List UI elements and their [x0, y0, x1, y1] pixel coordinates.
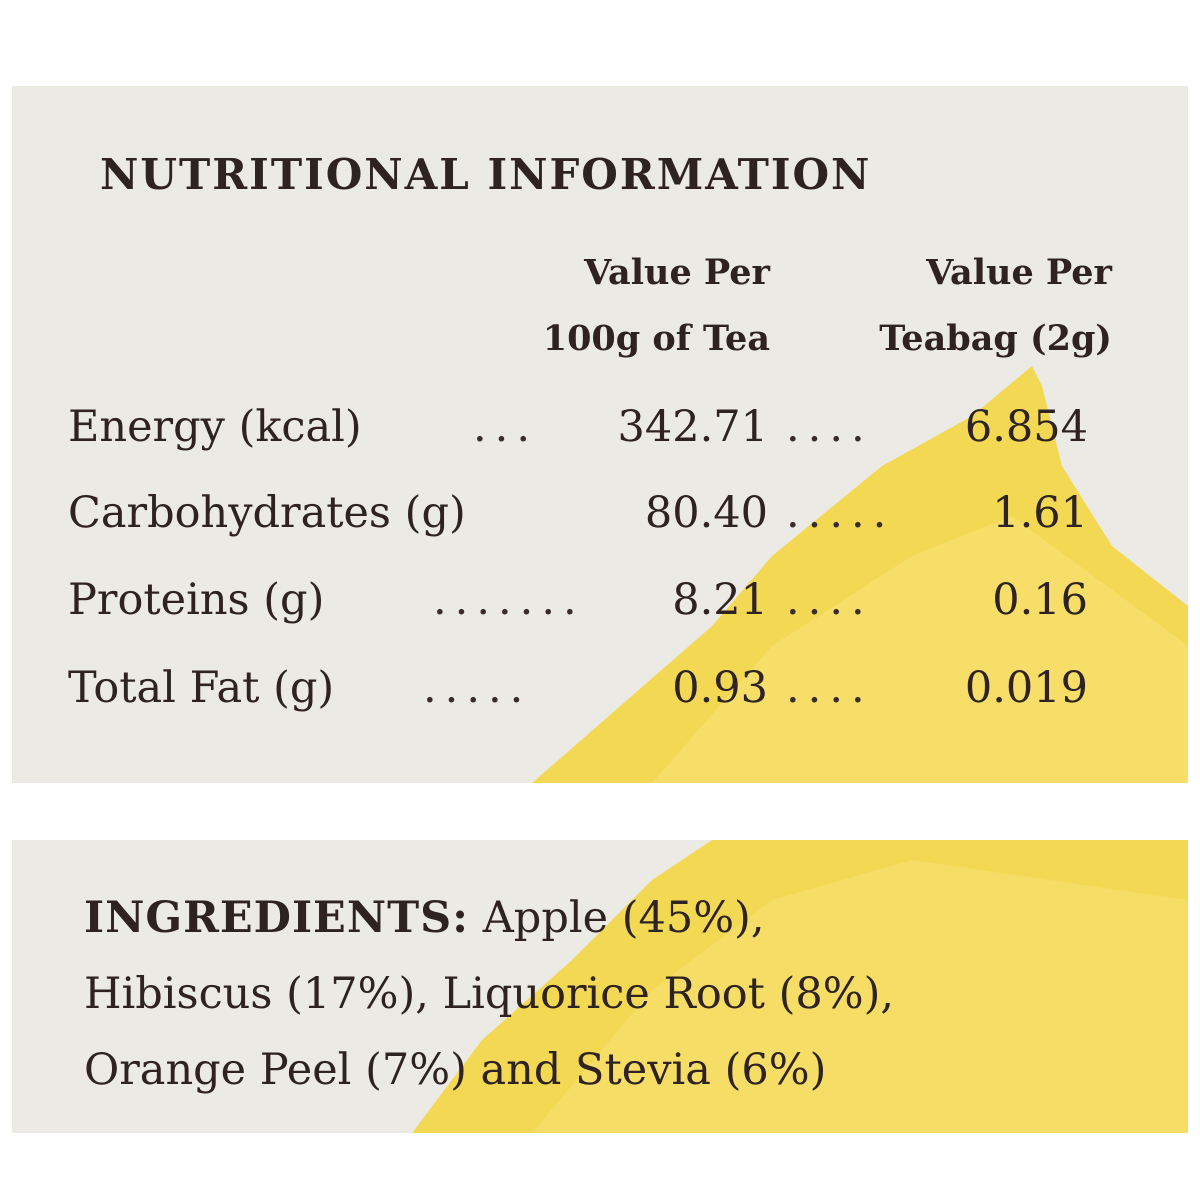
nutrition-title: NUTRITIONAL INFORMATION — [100, 150, 872, 199]
nutrition-row-total-fat: Total Fat (g) ..... 0.93 .... 0.019 — [68, 658, 1088, 718]
column-header-line: Value Per — [584, 252, 770, 293]
value-per-100g: 0.93 — [672, 663, 768, 713]
column-header-line: Teabag (2g) — [879, 318, 1112, 359]
value-per-100g: 80.40 — [644, 488, 768, 538]
leader-dots: ....... — [433, 575, 585, 625]
ingredients-title: INGREDIENTS: — [84, 893, 470, 943]
ingredients-text: INGREDIENTS: Apple (45%), Hibiscus (17%)… — [84, 880, 1174, 1108]
leader-dots: .... — [786, 575, 873, 625]
yellow-watercolor-splash — [412, 840, 1188, 1133]
row-label: Carbohydrates (g) — [68, 488, 466, 538]
column-header-line: 100g of Tea — [542, 318, 770, 359]
column-header-line: Value Per — [926, 252, 1112, 293]
leader-dots: .... — [786, 663, 873, 713]
nutrition-row-carbohydrates: Carbohydrates (g) 80.40 ..... 1.61 — [68, 483, 1088, 543]
ingredients-panel — [12, 840, 1188, 1133]
value-per-100g: 342.71 — [617, 402, 768, 452]
ingredients-line-3: Orange Peel (7%) and Stevia (6%) — [84, 1045, 827, 1095]
column-header-per-100g: Value Per 100g of Tea — [440, 240, 770, 372]
value-per-teabag: 0.019 — [964, 663, 1088, 713]
row-label: Proteins (g) — [68, 575, 325, 625]
leader-dots: ..... — [423, 663, 532, 713]
yellow-watercolor-splash — [532, 366, 1188, 783]
nutrition-row-energy: Energy (kcal) ... 342.71 .... 6.854 — [68, 397, 1088, 457]
ingredients-line-2: Hibiscus (17%), Liquorice Root (8%), — [84, 969, 895, 1019]
row-label: Energy (kcal) — [68, 402, 362, 452]
leader-dots: .... — [786, 402, 873, 452]
value-per-100g: 8.21 — [672, 575, 768, 625]
leader-dots: ..... — [786, 488, 895, 538]
value-per-teabag: 0.16 — [992, 575, 1088, 625]
ingredients-line-1: INGREDIENTS: Apple (45%), — [84, 880, 1174, 956]
leader-dots: ... — [473, 402, 539, 452]
value-per-teabag: 1.61 — [992, 488, 1088, 538]
row-label: Total Fat (g) — [68, 663, 335, 713]
ingredients-line-text: Apple (45%), — [482, 893, 765, 943]
nutrition-panel — [12, 86, 1188, 783]
value-per-teabag: 6.854 — [964, 402, 1088, 452]
nutrition-row-proteins: Proteins (g) ....... 8.21 .... 0.16 — [68, 570, 1088, 630]
column-header-per-teabag: Value Per Teabag (2g) — [790, 240, 1112, 372]
